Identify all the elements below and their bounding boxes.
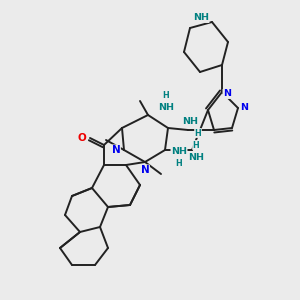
Text: H: H <box>176 160 182 169</box>
Text: H: H <box>193 140 200 149</box>
Text: N: N <box>141 165 149 175</box>
Text: NH: NH <box>171 148 187 157</box>
Text: NH: NH <box>158 103 174 112</box>
Text: NH: NH <box>182 116 198 125</box>
Text: NH: NH <box>188 154 204 163</box>
Text: N: N <box>112 145 120 155</box>
Text: H: H <box>163 91 170 100</box>
Text: N: N <box>240 103 248 112</box>
Text: H: H <box>195 128 201 137</box>
Text: O: O <box>78 133 86 143</box>
Text: NH: NH <box>193 14 209 22</box>
Text: N: N <box>223 89 231 98</box>
